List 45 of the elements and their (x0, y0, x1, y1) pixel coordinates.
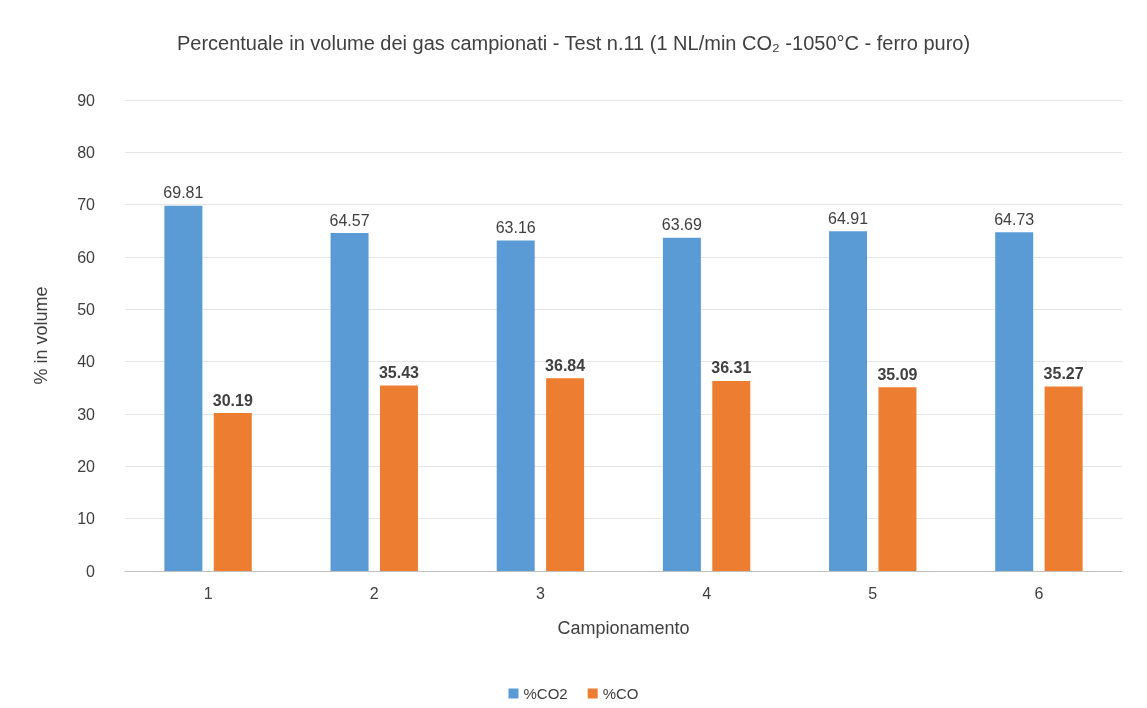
bar (662, 237, 701, 571)
y-axis-title: % in volume (31, 286, 51, 385)
bar (546, 378, 585, 571)
data-label: 69.81 (163, 184, 204, 202)
x-tick-label: 2 (369, 584, 379, 602)
x-axis-title: Campionamento (557, 618, 690, 638)
bar (164, 205, 203, 571)
legend-label: %CO (602, 685, 639, 702)
y-tick-label: 0 (86, 562, 96, 580)
bar (379, 385, 418, 571)
data-label: 30.19 (212, 391, 253, 409)
y-tick-label: 80 (77, 143, 96, 161)
data-label: 35.43 (378, 364, 420, 382)
x-tick-label: 4 (702, 584, 712, 602)
bar (496, 240, 535, 571)
y-tick-label: 30 (77, 405, 96, 423)
data-label: 63.16 (495, 218, 536, 236)
x-tick-label: 5 (868, 584, 878, 602)
data-label: 64.57 (329, 211, 370, 229)
bar (213, 413, 252, 571)
data-label: 36.31 (711, 359, 752, 377)
bar (330, 233, 369, 571)
y-tick-label: 70 (77, 196, 96, 214)
y-tick-label: 20 (77, 457, 96, 475)
y-tick-label: 50 (77, 300, 96, 318)
data-label: 36.84 (545, 356, 586, 374)
data-label: 63.69 (661, 216, 702, 234)
x-tick-label: 1 (203, 584, 213, 602)
y-tick-label: 60 (77, 248, 96, 266)
bar (712, 380, 751, 571)
y-tick-label: 10 (77, 510, 96, 528)
bar (878, 387, 917, 571)
y-tick-label: 90 (77, 91, 96, 109)
x-tick-label: 3 (535, 584, 545, 602)
data-label: 35.27 (1043, 364, 1084, 382)
y-tick-label: 40 (77, 353, 96, 371)
bar (1044, 386, 1083, 571)
data-label: 64.73 (994, 210, 1035, 228)
bar (995, 232, 1034, 571)
bar (829, 231, 868, 571)
data-label: 64.91 (828, 209, 869, 227)
data-label: 35.09 (877, 365, 918, 383)
chart-title: Percentuale in volume dei gas campionati - Test n.11 (1 NL/min CO₂ -1050°C - ferro puro) (176, 32, 971, 54)
x-tick-label: 6 (1034, 584, 1044, 602)
legend-label: %CO2 (523, 685, 568, 702)
